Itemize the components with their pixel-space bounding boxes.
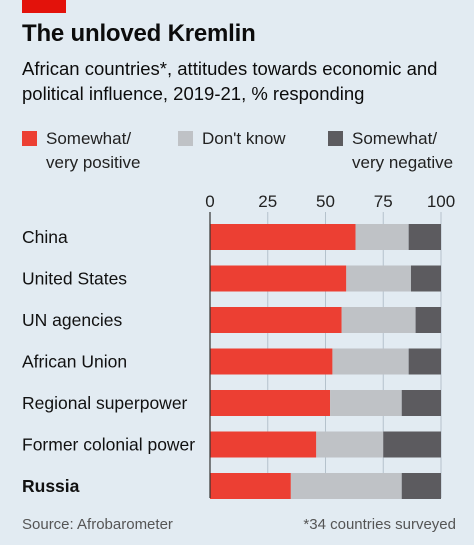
bar-former-colonial-power-series-2 <box>383 431 441 458</box>
category-label-former-colonial-power: Former colonial power <box>22 435 195 455</box>
bar-russia-series-2 <box>401 473 441 499</box>
chart-subtitle: African countries*, attitudes towards ec… <box>22 58 438 104</box>
legend-swatch-negative <box>328 131 343 146</box>
bar-former-colonial-power-series-1 <box>316 431 384 458</box>
legend-label-dont-know: Don't know <box>202 129 286 148</box>
bar-united-states-series-2 <box>410 265 441 292</box>
x-tick-label-25: 25 <box>258 192 277 211</box>
bar-regional-superpower-series-1 <box>330 390 402 416</box>
bar-un-agencies-series-1 <box>341 307 416 333</box>
legend-swatch-positive <box>22 131 37 146</box>
legend-item-dont-know: Don't know <box>178 127 286 151</box>
category-label-china: China <box>22 227 68 247</box>
bar-russia-series-0 <box>210 473 291 499</box>
legend-item-positive: Somewhat/ very positive <box>22 127 166 175</box>
category-label-united-states: United States <box>22 269 127 289</box>
bar-china-series-2 <box>408 224 441 250</box>
bar-united-states-series-0 <box>210 265 347 292</box>
source-note: Source: Afrobarometer <box>22 516 173 533</box>
category-label-regional-superpower: Regional superpower <box>22 393 188 413</box>
bar-russia-series-1 <box>290 473 402 499</box>
bar-african-union-series-1 <box>332 348 409 375</box>
bar-regional-superpower-series-0 <box>210 390 331 416</box>
bar-un-agencies-series-2 <box>415 307 441 333</box>
x-tick-label-75: 75 <box>374 192 393 211</box>
bar-african-union-series-2 <box>408 348 441 375</box>
legend-item-negative: Somewhat/ very negative <box>328 127 472 175</box>
x-tick-label-50: 50 <box>316 192 335 211</box>
bar-united-states-series-1 <box>346 265 411 292</box>
bar-china-series-1 <box>355 224 409 250</box>
legend-label-positive: Somewhat/ very positive <box>46 129 141 172</box>
chart-title: The unloved Kremlin <box>22 20 256 47</box>
bar-regional-superpower-series-2 <box>401 390 441 416</box>
survey-footnote: *34 countries surveyed <box>303 516 456 533</box>
category-label-un-agencies: UN agencies <box>22 310 122 330</box>
brand-accent-bar <box>22 0 66 13</box>
x-tick-label-100: 100 <box>427 192 455 211</box>
x-tick-label-0: 0 <box>205 192 214 211</box>
category-label-russia: Russia <box>22 476 80 496</box>
bar-un-agencies-series-0 <box>210 307 342 333</box>
legend-label-negative: Somewhat/ very negative <box>352 129 454 172</box>
category-label-african-union: African Union <box>22 352 127 372</box>
bar-african-union-series-0 <box>210 348 333 375</box>
legend-swatch-dont-know <box>178 131 193 146</box>
bar-former-colonial-power-series-0 <box>210 431 317 458</box>
bar-china-series-0 <box>210 224 356 250</box>
